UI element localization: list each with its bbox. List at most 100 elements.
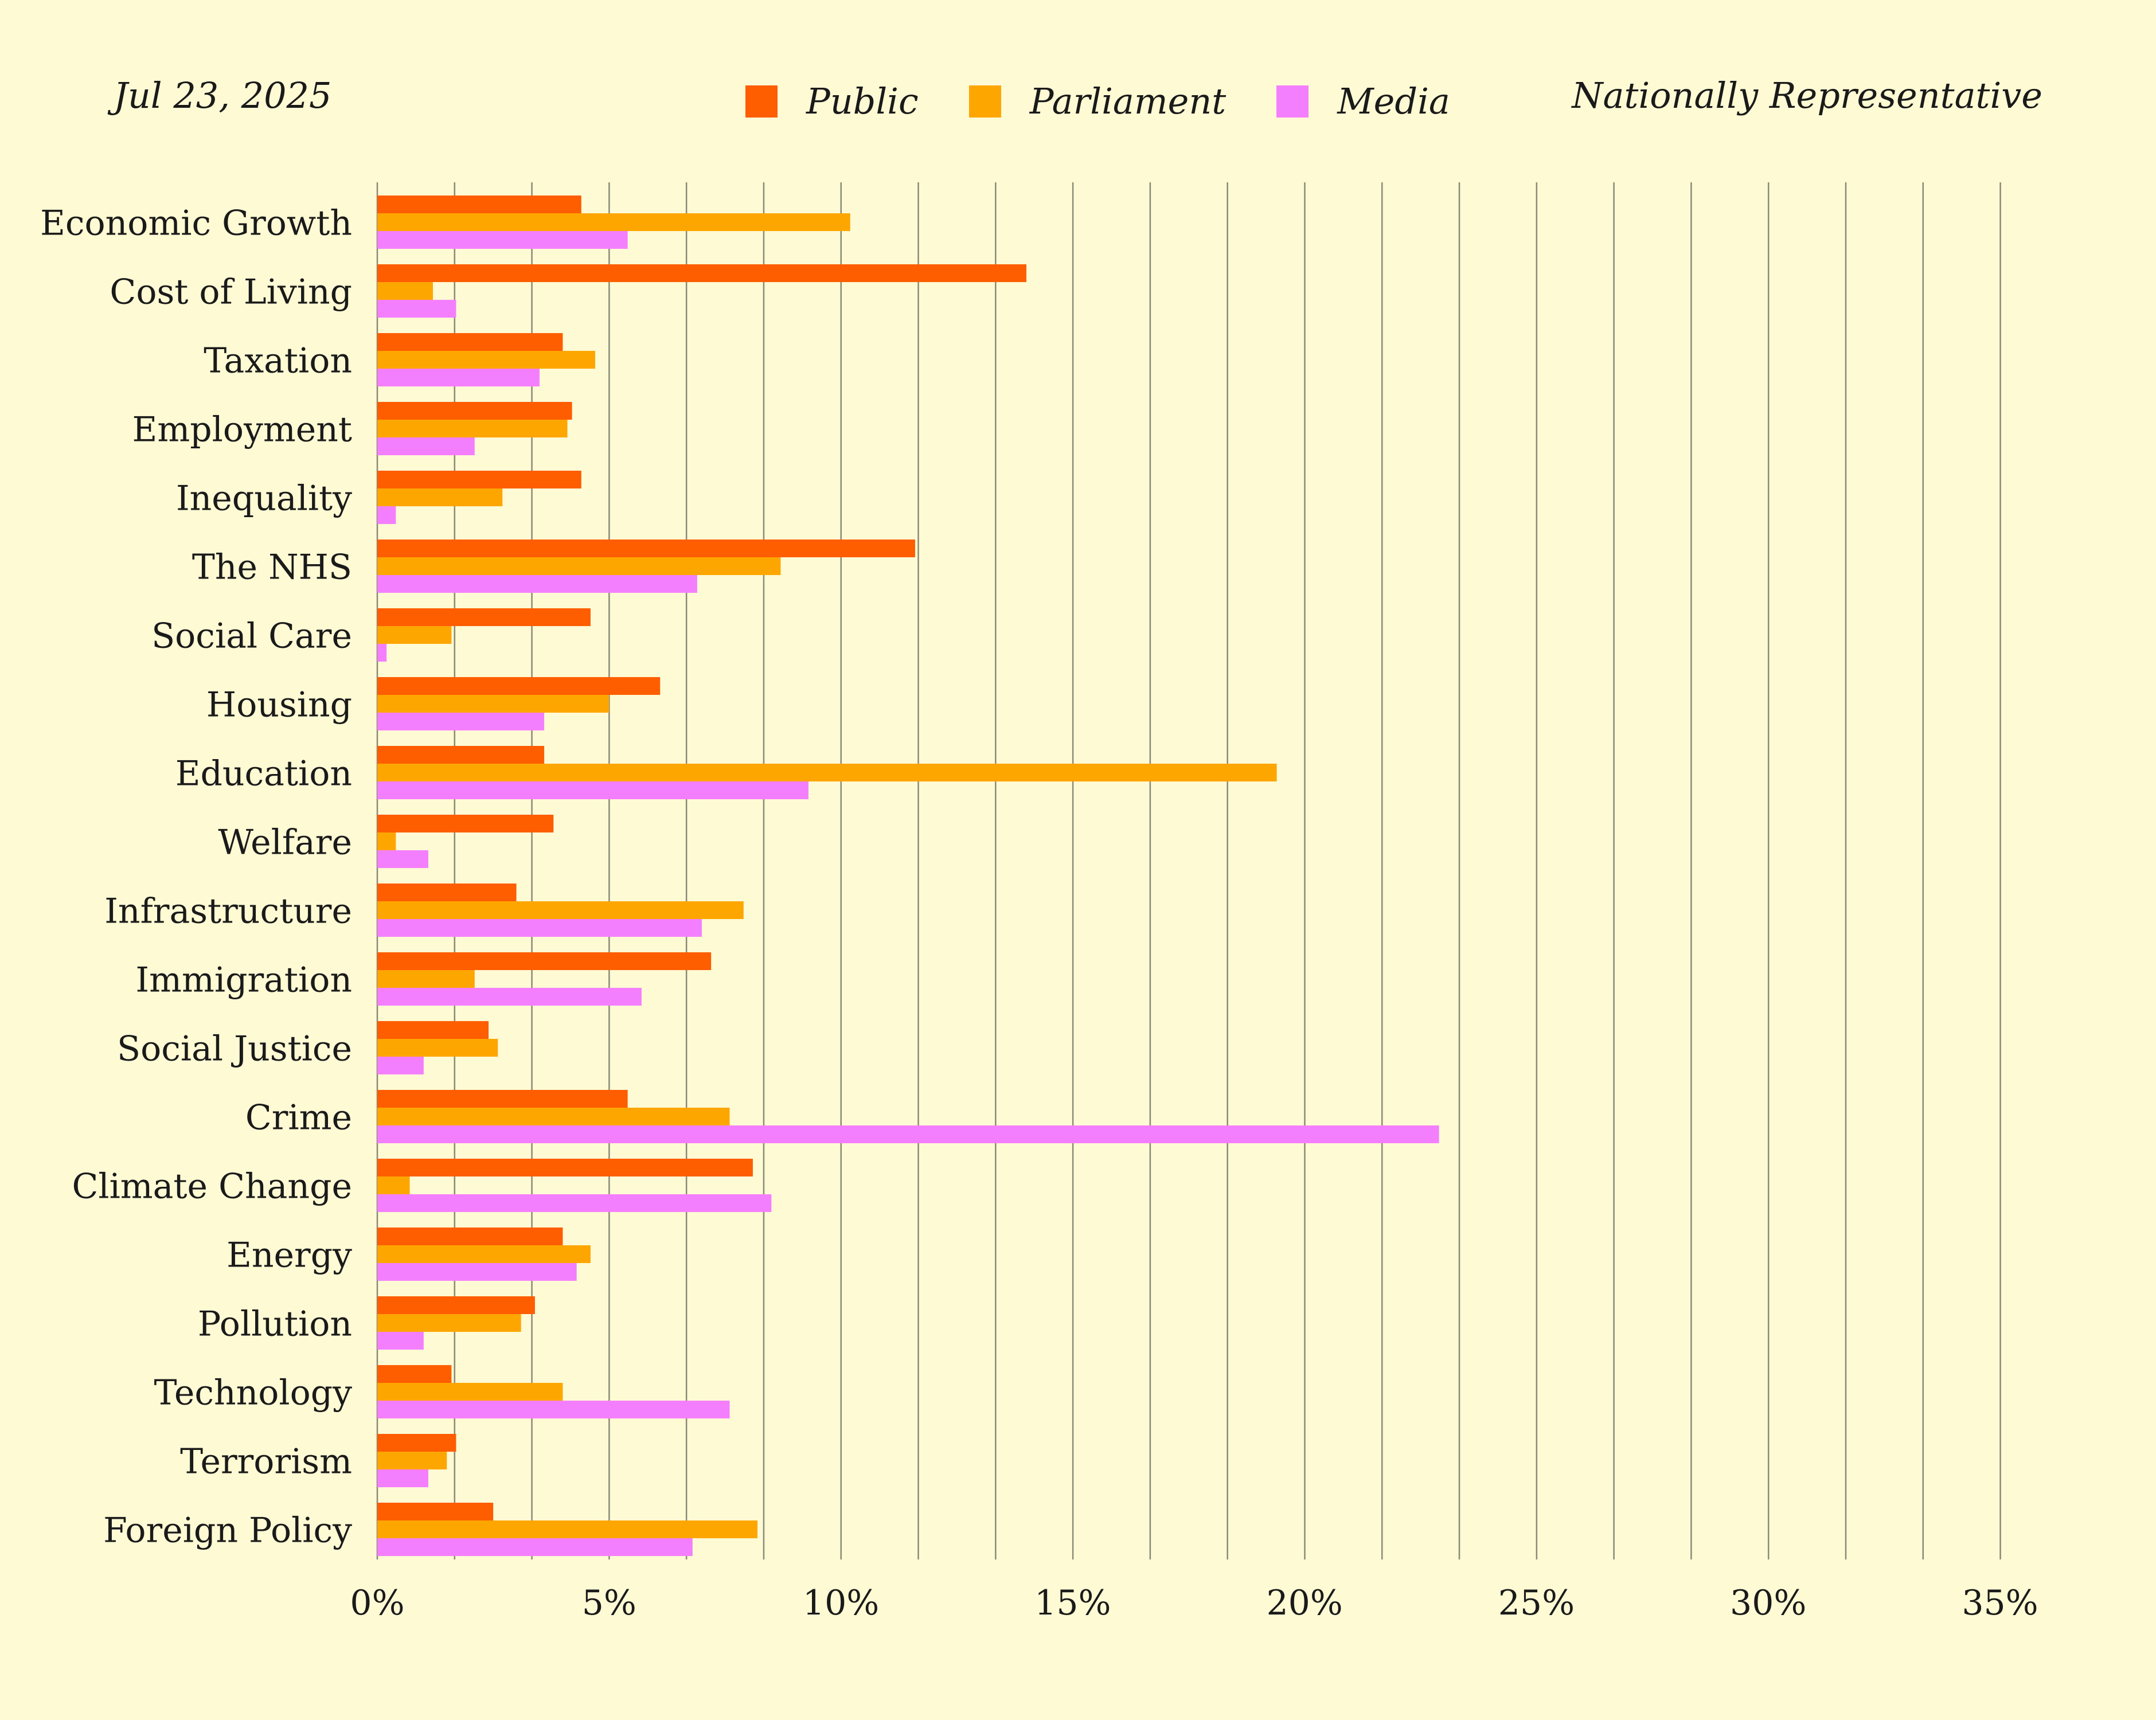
category-label: Cost of Living (110, 272, 352, 312)
bar-media (377, 231, 628, 249)
bar-parliament (377, 557, 781, 575)
bar-media (377, 1401, 730, 1418)
legend-swatch-media (1276, 85, 1309, 118)
bar-media (377, 781, 808, 799)
category-label: The NHS (192, 548, 352, 588)
legend-swatch-parliament (968, 85, 1001, 118)
x-tick-label: 35% (1962, 1583, 2038, 1623)
bar-parliament (377, 1452, 447, 1469)
bar-parliament (377, 1039, 498, 1057)
bar-media (377, 713, 545, 730)
bar-parliament (377, 970, 475, 988)
x-tick-label: 15% (1034, 1583, 1111, 1623)
category-label: Welfare (218, 823, 352, 863)
bar-public (377, 333, 563, 351)
bar-parliament (377, 764, 1277, 781)
bar-media (377, 575, 697, 593)
x-tick-label: 25% (1498, 1583, 1575, 1623)
bar-public (377, 1228, 563, 1245)
category-label: Technology (154, 1373, 353, 1413)
category-label: Inequality (176, 479, 352, 519)
bar-public (377, 1365, 452, 1383)
x-tick-label: 20% (1266, 1583, 1342, 1623)
bar-media (377, 1194, 772, 1212)
category-label: Infrastructure (104, 892, 352, 932)
bar-parliament (377, 832, 396, 850)
bar-parliament (377, 695, 610, 713)
category-label: Education (175, 754, 352, 794)
bar-media (377, 300, 456, 318)
bar-media (377, 1263, 577, 1281)
bar-parliament (377, 901, 744, 919)
bar-public (377, 1021, 489, 1039)
category-label: Climate Change (72, 1167, 352, 1207)
category-label: Social Care (151, 616, 352, 656)
legend-label-parliament: Parliament (1029, 80, 1227, 122)
category-label: Economic Growth (40, 204, 352, 244)
chart-legend: Public Parliament Media (745, 80, 1501, 122)
bar-public (377, 746, 545, 764)
bar-parliament (377, 1108, 730, 1125)
legend-label-public: Public (806, 80, 919, 122)
x-tick-label: 0% (350, 1583, 404, 1623)
bar-media (377, 644, 387, 662)
bar-public (377, 471, 581, 488)
x-tick-label: 5% (582, 1583, 636, 1623)
category-label: Energy (226, 1236, 352, 1276)
bar-public (377, 196, 581, 213)
bar-public (377, 1296, 535, 1314)
legend-item-media: Media (1276, 80, 1450, 122)
bar-public (377, 540, 915, 557)
bar-media (377, 1125, 1439, 1143)
bar-public (377, 1159, 753, 1176)
bar-parliament (377, 1176, 410, 1194)
bar-parliament (377, 1245, 591, 1263)
x-tick-label: 10% (803, 1583, 879, 1623)
bar-media (377, 1538, 693, 1556)
bar-public (377, 1503, 494, 1520)
bar-parliament (377, 351, 596, 369)
bar-parliament (377, 1314, 521, 1332)
bar-media (377, 988, 642, 1006)
bar-public (377, 264, 1026, 282)
bar-media (377, 1057, 424, 1074)
legend-item-public: Public (745, 80, 919, 122)
bar-public (377, 815, 554, 832)
category-label: Social Justice (117, 1029, 352, 1069)
bar-public (377, 1434, 456, 1452)
bar-media (377, 1469, 428, 1487)
legend-item-parliament: Parliament (968, 80, 1227, 122)
bar-parliament (377, 1383, 563, 1401)
category-label: Immigration (135, 960, 352, 1000)
bar-public (377, 608, 591, 626)
category-label: Taxation (204, 341, 352, 381)
category-label: Pollution (198, 1304, 352, 1344)
sample-label: Nationally Representative (1572, 75, 2042, 116)
x-tick-label: 30% (1730, 1583, 1806, 1623)
bar-media (377, 506, 396, 524)
category-label: Foreign Policy (103, 1511, 352, 1551)
bar-parliament (377, 282, 433, 300)
category-label: Employment (132, 410, 352, 450)
bar-media (377, 919, 702, 937)
bar-public (377, 402, 572, 420)
bar-parliament (377, 420, 568, 437)
bar-media (377, 369, 540, 386)
date-label: Jul 23, 2025 (114, 75, 332, 116)
bar-public (377, 677, 661, 695)
category-label: Crime (245, 1098, 352, 1138)
bar-public (377, 884, 517, 901)
category-label: Terrorism (180, 1442, 352, 1482)
bar-media (377, 437, 475, 455)
bar-public (377, 1090, 628, 1108)
bar-parliament (377, 213, 850, 231)
bar-public (377, 952, 712, 970)
category-label: Housing (206, 685, 352, 725)
bar-media (377, 1332, 424, 1350)
bar-media (377, 850, 428, 868)
bar-parliament (377, 1520, 758, 1538)
bar-parliament (377, 626, 452, 644)
legend-label-media: Media (1337, 80, 1450, 122)
bar-parliament (377, 488, 503, 506)
